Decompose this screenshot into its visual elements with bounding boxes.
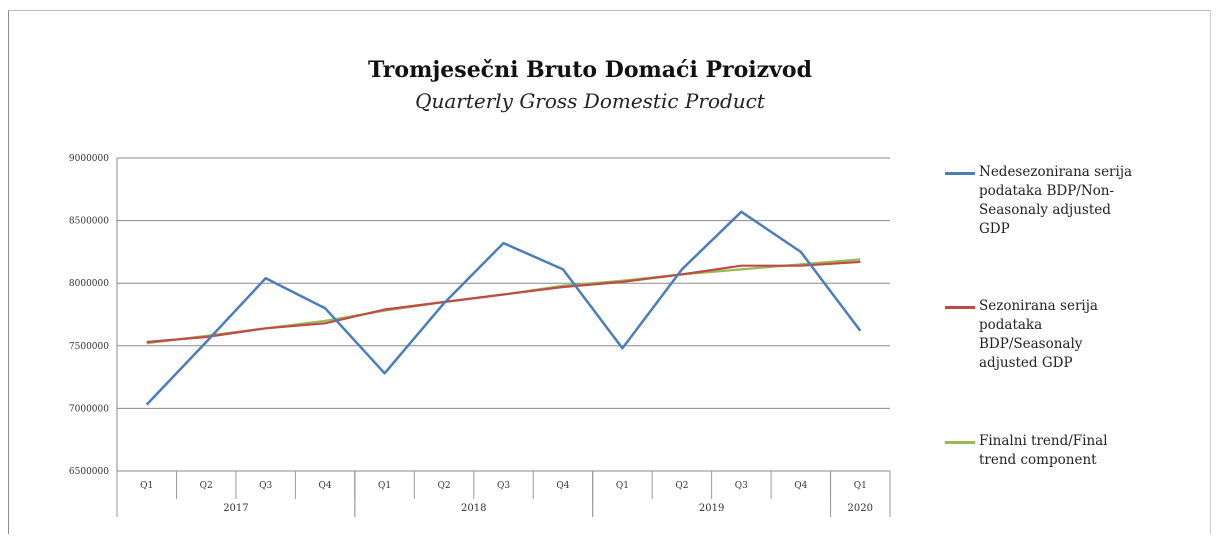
series-line-non-seasonal — [145, 210, 862, 406]
year-label: 2020 — [848, 503, 873, 514]
legend-swatch-non-seasonal — [945, 172, 975, 175]
x-tick-label: Q1 — [616, 481, 629, 491]
x-tick-label: Q3 — [497, 481, 510, 491]
x-tick-label: Q1 — [140, 481, 153, 491]
y-tick-label: 8500000 — [69, 217, 109, 227]
x-tick-label: Q2 — [675, 481, 688, 491]
x-tick-label: Q4 — [319, 481, 332, 491]
y-tick-label: 7500000 — [69, 342, 109, 352]
x-tick-label: Q4 — [794, 481, 807, 491]
year-label: 2018 — [461, 503, 486, 514]
legend-item-trend: Finalni trend/Final trend component — [945, 432, 1139, 470]
x-tick-label: Q3 — [259, 481, 272, 491]
x-tick-label: Q2 — [200, 481, 213, 491]
legend-label-seasonal: Sezonirana serija podataka BDP/Seasonaly… — [979, 298, 1098, 371]
legend-item-non-seasonal: Nedesezonirana serija podataka BDP/Non-S… — [945, 163, 1139, 239]
chart-title: Tromjesečni Bruto Domaći Proizvod — [368, 57, 812, 83]
legend-swatch-trend — [945, 441, 975, 444]
y-tick-label: 6500000 — [69, 467, 109, 477]
year-label: 2019 — [699, 503, 724, 514]
y-tick-label: 7000000 — [69, 404, 109, 414]
year-label: 2017 — [223, 503, 248, 514]
series-line-seasonal — [146, 260, 861, 344]
legend-item-seasonal: Sezonirana serija podataka BDP/Seasonaly… — [945, 297, 1139, 373]
x-tick-label: Q1 — [378, 481, 391, 491]
x-tick-label: Q2 — [437, 481, 450, 491]
y-tick-label: 9000000 — [69, 154, 109, 164]
chart-frame — [8, 10, 1211, 534]
chart-subtitle: Quarterly Gross Domestic Product — [415, 89, 765, 113]
legend-label-non-seasonal: Nedesezonirana serija podataka BDP/Non-S… — [979, 164, 1133, 237]
y-tick-label: 8000000 — [69, 279, 109, 289]
legend-label-trend: Finalni trend/Final trend component — [979, 433, 1108, 468]
x-tick-label: Q4 — [556, 481, 569, 491]
x-tick-label: Q1 — [854, 481, 867, 491]
x-tick-label: Q3 — [735, 481, 748, 491]
legend-swatch-seasonal — [945, 306, 975, 309]
